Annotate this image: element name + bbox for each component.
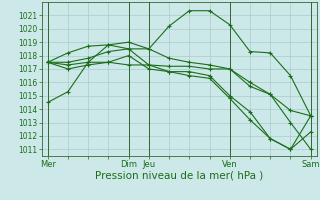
X-axis label: Pression niveau de la mer( hPa ): Pression niveau de la mer( hPa ) xyxy=(95,171,263,181)
